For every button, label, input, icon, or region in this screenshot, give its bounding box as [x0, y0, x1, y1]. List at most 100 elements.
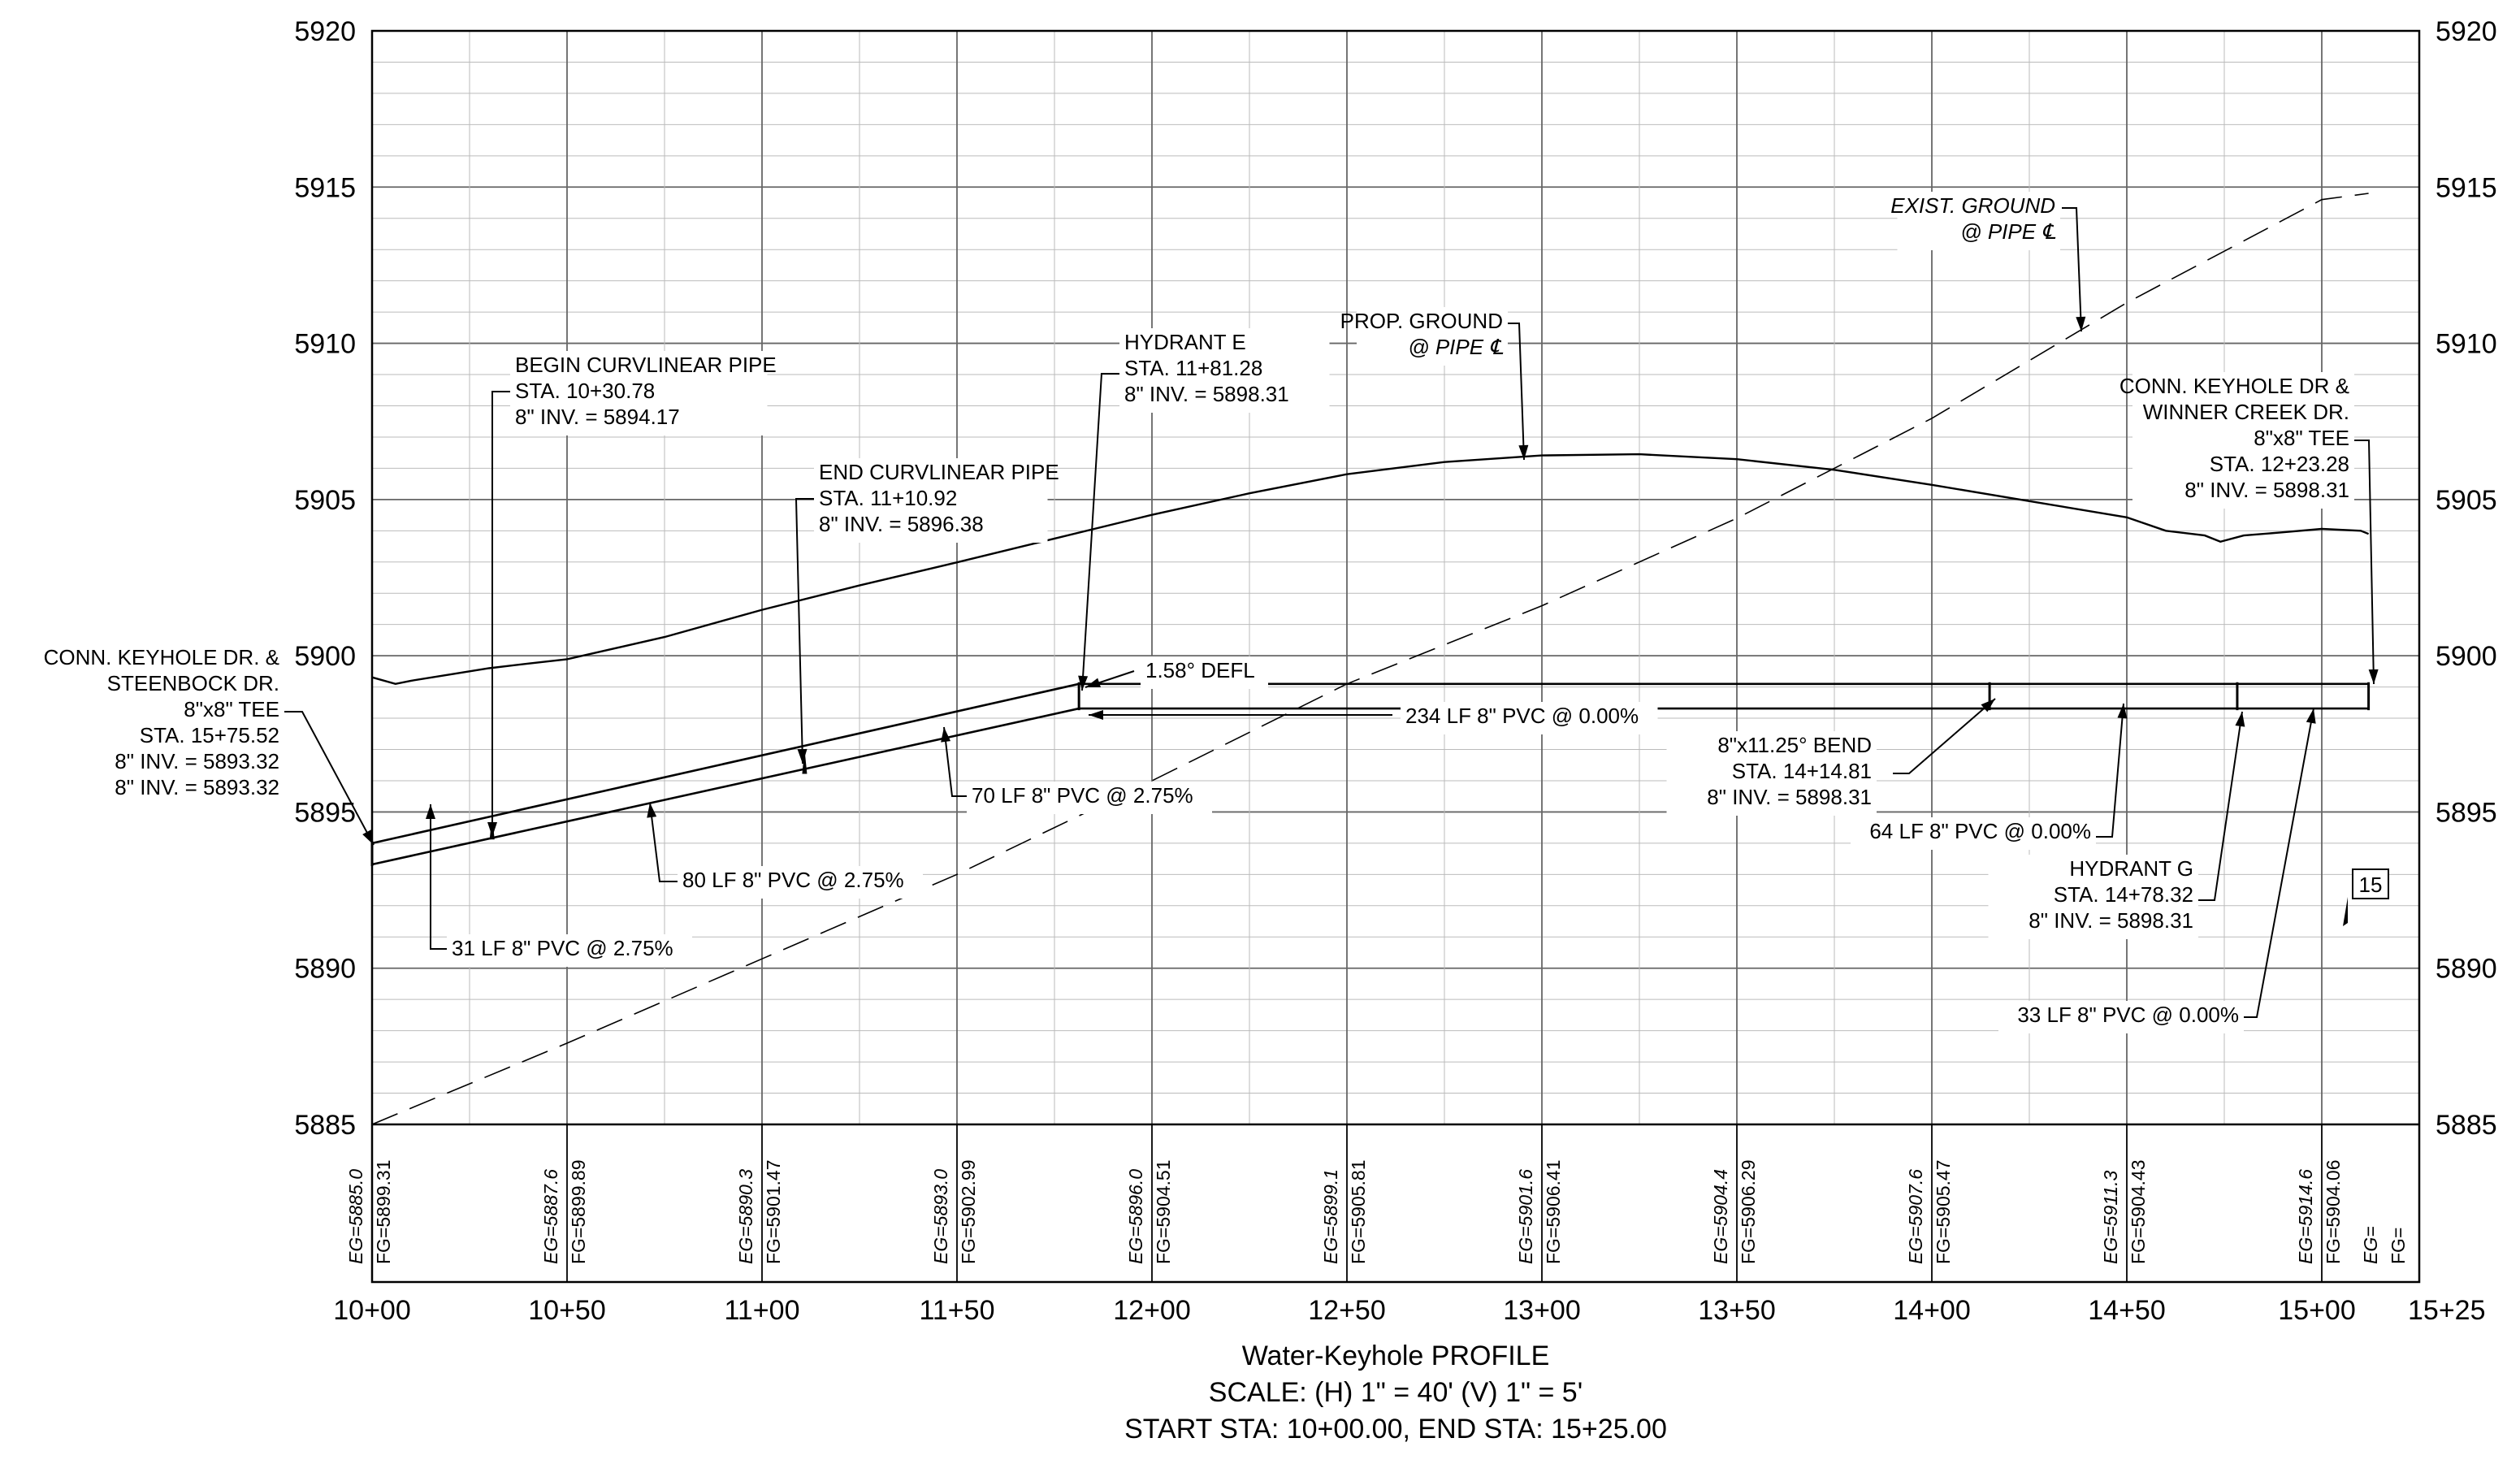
- callout-conn-keyhole-steenbock: CONN. KEYHOLE DR. &STEENBOCK DR.8"x8" TE…: [44, 643, 284, 806]
- station-axis-labels: 10+00 10+50 11+00 11+50 12+00 12+50 13+00 13+50…: [333, 1295, 2485, 1326]
- callout-line: HYDRANT G: [2069, 856, 2193, 881]
- elevation-label-left: 5915: [294, 172, 356, 203]
- station-label: 14+50: [2088, 1295, 2166, 1326]
- callout-line: WINNER CREEK DR.: [2143, 400, 2349, 424]
- leader-hydrant-g: [2197, 711, 2243, 901]
- elevation-label-left: 5885: [294, 1110, 356, 1141]
- station-label: 12+50: [1308, 1295, 1386, 1326]
- finished-ground-value: FG=5905.81: [1348, 1159, 1369, 1264]
- callout-line: STA. 10+30.78: [515, 379, 655, 403]
- callout-line: 80 LF 8" PVC @ 2.75%: [682, 868, 904, 892]
- callout-conn-keyhole-winner: CONN. KEYHOLE DR &WINNER CREEK DR.8"x8" …: [2119, 372, 2354, 509]
- station-label: 15+25: [2408, 1295, 2486, 1326]
- callout-background: [2132, 372, 2354, 509]
- finished-ground-value: FG=5902.99: [958, 1159, 979, 1264]
- existing-ground-value: EG=5893.0: [930, 1169, 951, 1264]
- callout-line: STA. 11+10.92: [819, 486, 957, 510]
- end-curve-marker: [802, 749, 808, 774]
- leader-arrowhead: [362, 829, 374, 845]
- callout-line: HYDRANT E: [1124, 330, 1246, 354]
- callout-line: @ PIPE ℄: [1960, 219, 2056, 244]
- callout-line: 8" INV. = 5896.38: [819, 512, 984, 536]
- elevation-axis-labels: 5920 5920 5915 5915 5910 5910 5905 5905 5900 5900…: [294, 16, 2496, 1141]
- leader-arrowhead: [1089, 710, 1103, 720]
- ground-elevation-table: EG=5885.0 FG=5899.31 EG=5887.6 FG=5899.89 EG…: [345, 1159, 2409, 1264]
- callout-background: [1401, 702, 1658, 734]
- callout-background: [1988, 855, 2198, 939]
- leader-arrowhead: [1981, 699, 1995, 713]
- callout-background: [510, 351, 768, 435]
- elevation-label-left: 5920: [294, 16, 356, 47]
- leader-arrowhead: [2306, 708, 2316, 724]
- callout-line: 8" INV. = 5893.32: [115, 749, 279, 773]
- proposed-ground-line: [371, 453, 2370, 686]
- existing-ground-value: EG=: [2360, 1226, 2381, 1264]
- existing-ground-value: EG=5896.0: [1125, 1169, 1146, 1264]
- callout-line: 8" INV. = 5893.32: [115, 775, 279, 799]
- callout-background: [447, 934, 692, 967]
- callout-line: 8"x8" TEE: [2254, 426, 2349, 450]
- callout-background: [814, 458, 1048, 543]
- elevation-label-left: 5895: [294, 797, 356, 828]
- existing-ground-value: EG=5901.6: [1515, 1169, 1536, 1264]
- leader-arrowhead: [426, 804, 435, 819]
- callout-prop-ground: PROP. GROUND@ PIPE ℄: [1340, 307, 1508, 366]
- leader-arrowhead: [647, 803, 657, 818]
- leader-arrowhead: [1078, 675, 1089, 691]
- callout-background: [1357, 307, 1508, 366]
- callout-line: 31 LF 8" PVC @ 2.75%: [452, 936, 673, 960]
- callout-pipe-33: 33 LF 8" PVC @ 0.00%: [1998, 1001, 2244, 1033]
- callout-pipe-70: 70 LF 8" PVC @ 2.75%: [967, 782, 1212, 814]
- callout-line: 234 LF 8" PVC @ 0.00%: [1405, 704, 1639, 728]
- leader-hydrant-e: [1081, 373, 1124, 691]
- finished-ground-value: FG=5904.51: [1153, 1159, 1174, 1264]
- leader-arrowhead: [941, 727, 951, 743]
- existing-ground-value: EG=5887.6: [540, 1169, 561, 1264]
- existing-ground-value: EG=5890.3: [735, 1169, 756, 1264]
- existing-ground-value: EG=5885.0: [345, 1169, 366, 1264]
- existing-ground-value: EG=5914.6: [2295, 1169, 2316, 1264]
- callout-line: 70 LF 8" PVC @ 2.75%: [972, 783, 1193, 808]
- leader-arrowhead: [1518, 444, 1529, 460]
- elevation-label-left: 5905: [294, 485, 356, 516]
- callout-pipe-64: 64 LF 8" PVC @ 0.00%: [1851, 817, 2096, 850]
- callout-line: STEENBOCK DR.: [107, 671, 279, 695]
- callout-background: [1119, 328, 1330, 413]
- elevation-label-right: 5885: [2436, 1110, 2497, 1141]
- sheet-tag-marker: [2343, 897, 2348, 926]
- leader-pipe-80: [649, 802, 679, 882]
- elevation-label-right: 5900: [2436, 641, 2497, 672]
- leader-arrowhead: [797, 748, 808, 764]
- callout-line: @ PIPE ℄: [1408, 335, 1504, 359]
- existing-ground-value: EG=5911.3: [2100, 1170, 2121, 1264]
- callout-background: [967, 782, 1212, 814]
- callout-line: CONN. KEYHOLE DR &: [2119, 374, 2349, 398]
- callout-background: [1666, 731, 1877, 816]
- plot-frame: [370, 29, 2421, 1284]
- existing-ground-line: [371, 193, 2369, 1125]
- elevation-label-right: 5920: [2436, 16, 2497, 47]
- callout-line: 8"x8" TEE: [184, 697, 279, 721]
- elevation-label-right: 5890: [2436, 954, 2497, 985]
- leader-pipe-64: [2094, 703, 2124, 838]
- callout-line: 8" INV. = 5898.31: [2184, 478, 2349, 502]
- callout-defl: 1.58° DEFL: [1141, 656, 1268, 689]
- existing-ground-value: EG=5899.1: [1320, 1169, 1341, 1264]
- finished-ground-value: FG=5899.31: [373, 1159, 394, 1264]
- callout-sheet-tag: 15: [2343, 868, 2389, 926]
- station-label: 10+50: [528, 1295, 606, 1326]
- callout-line: 33 LF 8" PVC @ 0.00%: [2017, 1003, 2239, 1027]
- leader-pipe-70: [943, 726, 967, 797]
- callout-exist-ground: EXIST. GROUND@ PIPE ℄: [1890, 192, 2060, 250]
- callout-line: PROP. GROUND: [1340, 309, 1503, 333]
- callout-line: 8"x11.25° BEND: [1717, 733, 1872, 757]
- sheet-tag-box: [2352, 868, 2389, 899]
- station-label: 11+50: [920, 1295, 995, 1326]
- elevation-label-right: 5905: [2436, 485, 2497, 516]
- callout-pipe-80: 80 LF 8" PVC @ 2.75%: [678, 866, 923, 899]
- callout-line: CONN. KEYHOLE DR. &: [44, 645, 279, 669]
